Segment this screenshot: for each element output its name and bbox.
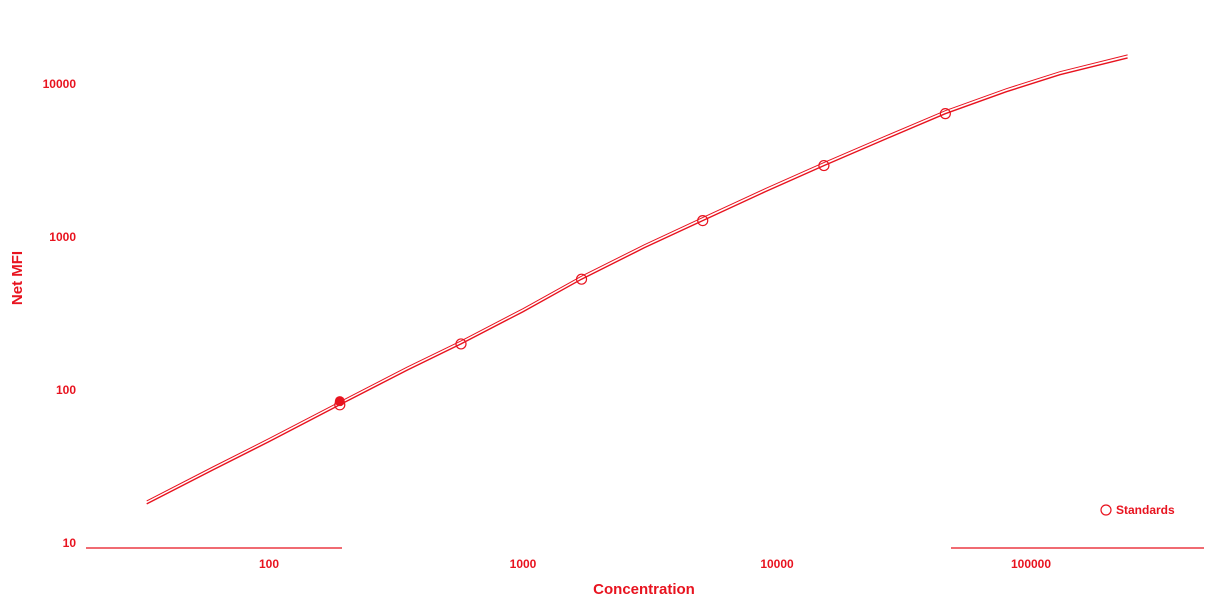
highlighted-data-point	[334, 396, 345, 407]
tick-labels: 100 1000 10000 100000 10 100 1000 10000	[43, 77, 1052, 571]
data-point	[455, 338, 467, 350]
legend-marker-icon	[1100, 504, 1112, 516]
fit-curve-band	[146, 54, 1128, 502]
legend-label: Standards	[1116, 503, 1175, 517]
y-tick-label: 1000	[49, 230, 76, 244]
x-tick-label: 100000	[1011, 557, 1051, 571]
x-tick-label: 1000	[510, 557, 537, 571]
y-axis-label: Net MFI	[9, 251, 26, 305]
data-point	[818, 159, 830, 172]
data-point	[939, 108, 951, 120]
x-tick-label: 100	[259, 557, 279, 571]
y-tick-label: 100	[56, 383, 76, 397]
y-tick-label: 10000	[43, 77, 77, 91]
x-tick-label: 10000	[760, 557, 794, 571]
data-point	[697, 214, 709, 227]
y-tick-label: 10	[63, 536, 77, 550]
plot-area	[146, 54, 1128, 505]
data-point	[575, 273, 588, 285]
x-axis-label: Concentration	[593, 581, 695, 598]
fit-curve-line	[146, 57, 1128, 505]
legend: Standards	[1100, 503, 1175, 517]
